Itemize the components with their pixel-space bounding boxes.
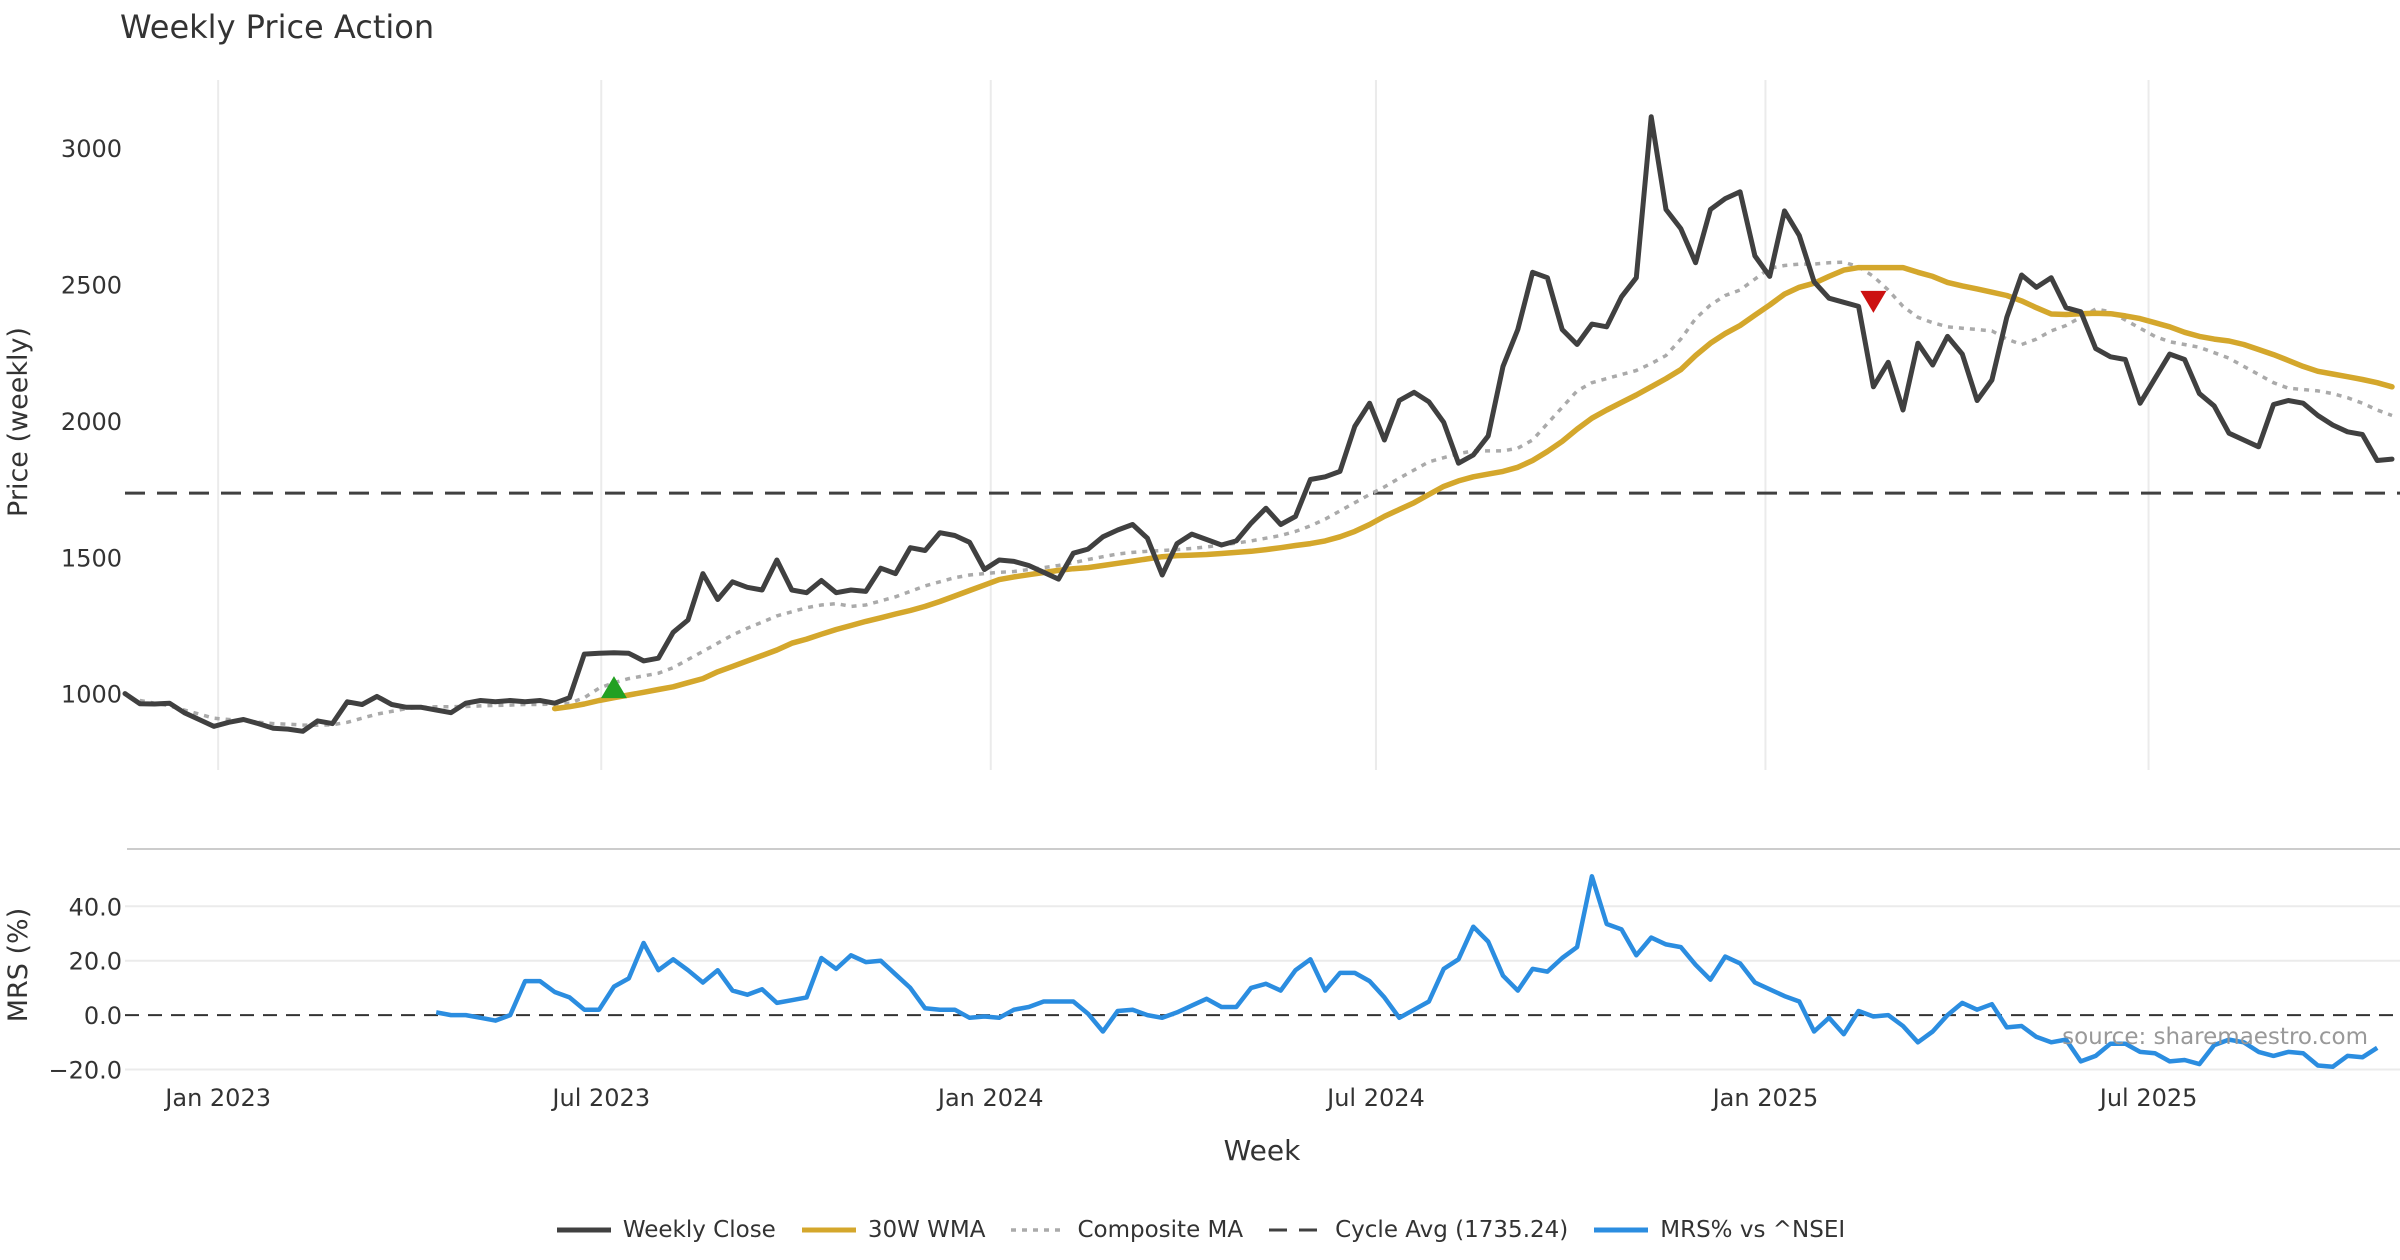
price-series <box>122 114 2395 734</box>
weekly-close-line <box>122 114 2395 734</box>
legend-item: MRS% vs ^NSEI <box>1592 1217 1845 1243</box>
mrs-grid <box>125 905 2400 1071</box>
legend-label: Composite MA <box>1077 1217 1244 1243</box>
legend-label: MRS% vs ^NSEI <box>1660 1217 1846 1243</box>
x-axis-ticks: Jan 2023 Jul 2023 Jan 2024 Jul 2024 Jan 2025… <box>163 1084 2197 1112</box>
mrs-line <box>435 874 2379 1070</box>
price-y-ticks: 1000 1500 2000 2500 3000 <box>61 135 122 708</box>
legend-label: Cycle Avg (1735.24) <box>1335 1217 1569 1243</box>
mrs-y-tick-label: 0.0 <box>84 1002 122 1030</box>
legend-swatch-icon <box>556 1227 611 1233</box>
price-y-tick-label: 2000 <box>61 408 122 436</box>
legend-item: 30W WMA <box>800 1217 986 1243</box>
mrs-panel: −20.0 0.0 20.0 40.0 MRS (%) source: sharema… <box>3 874 2400 1085</box>
price-y-axis-label: Price (weekly) <box>3 327 34 517</box>
mrs-series <box>435 874 2379 1070</box>
mrs-y-ticks: −20.0 0.0 20.0 40.0 <box>48 893 122 1084</box>
legend-swatch-icon <box>1011 1228 1066 1232</box>
composite-ma-line <box>139 260 2393 728</box>
x-axis-label: Week <box>1224 1134 1301 1167</box>
mrs-y-tick-label: 20.0 <box>69 948 122 976</box>
x-tick-label: Jan 2025 <box>1711 1084 1819 1112</box>
price-grid <box>217 80 2150 770</box>
mrs-y-axis-label: MRS (%) <box>3 908 34 1023</box>
mrs-y-tick-label: −20.0 <box>48 1057 122 1085</box>
x-tick-label: Jan 2024 <box>936 1084 1044 1112</box>
x-tick-label: Jul 2023 <box>550 1084 650 1112</box>
price-y-tick-label: 3000 <box>61 135 122 163</box>
legend-label: 30W WMA <box>867 1217 986 1243</box>
legend-swatch-icon <box>801 1227 856 1233</box>
source-watermark: source: sharemaestro.com <box>2062 1024 2368 1050</box>
x-tick-label: Jan 2023 <box>163 1084 271 1112</box>
legend-swatch-icon <box>1269 1228 1324 1232</box>
buy-signal-marker <box>600 676 627 699</box>
mrs-y-tick-label: 40.0 <box>69 893 122 921</box>
30w-wma-line <box>551 264 2395 712</box>
chart-title: Weekly Price Action <box>120 8 434 46</box>
legend-label: Weekly Close <box>622 1217 776 1243</box>
x-tick-label: Jul 2025 <box>2098 1084 2198 1112</box>
legend-item: Composite MA <box>1009 1217 1243 1243</box>
x-tick-label: Jul 2024 <box>1325 1084 1425 1112</box>
price-y-tick-label: 2500 <box>61 272 122 300</box>
legend-item: Cycle Avg (1735.24) <box>1267 1217 1568 1243</box>
price-y-tick-label: 1000 <box>61 681 122 709</box>
legend-item: Weekly Close <box>555 1217 776 1243</box>
signals <box>600 290 1887 699</box>
sell-signal-marker <box>1860 290 1887 313</box>
legend-swatch-icon <box>1594 1227 1649 1233</box>
price-y-tick-label: 1500 <box>61 544 122 572</box>
legend: Weekly Close 30W WMA Composite MA Cycle Avg… <box>0 1210 2400 1250</box>
price-panel: 1000 1500 2000 2500 3000 Price (weekly) <box>3 80 2400 770</box>
